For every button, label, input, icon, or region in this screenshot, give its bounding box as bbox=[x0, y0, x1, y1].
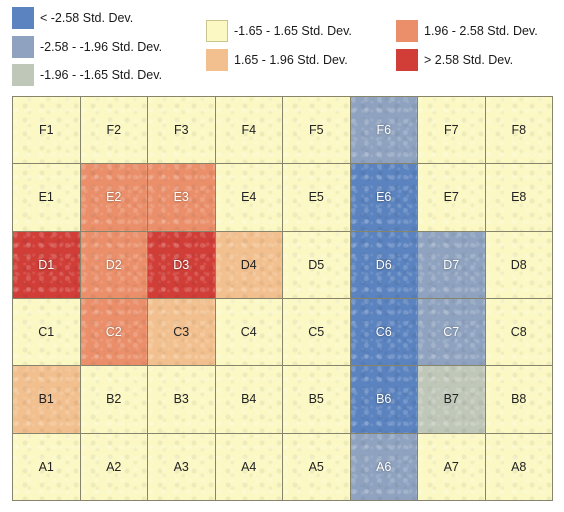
grid-cell-b1[interactable]: B1 bbox=[13, 366, 80, 433]
legend-swatch bbox=[396, 20, 418, 42]
hotspot-grid-map: F1 F2 F3 F4 F5 F6 F7 F8 E1 E2 E3 E4 E5 E6 E7 E8 D1 D2 D3 D4… bbox=[12, 96, 553, 501]
grid-cell-e8[interactable]: E8 bbox=[485, 164, 552, 231]
grid-cell-f7[interactable]: F7 bbox=[418, 97, 485, 164]
legend-swatch bbox=[12, 7, 34, 29]
grid-cell-a6[interactable]: A6 bbox=[350, 433, 417, 500]
grid-cell-a3[interactable]: A3 bbox=[148, 433, 215, 500]
grid-cell-c5[interactable]: C5 bbox=[283, 299, 350, 366]
legend-swatch bbox=[206, 20, 228, 42]
grid-cell-f3[interactable]: F3 bbox=[148, 97, 215, 164]
grid-cell-d7[interactable]: D7 bbox=[418, 231, 485, 298]
grid-cell-f5[interactable]: F5 bbox=[283, 97, 350, 164]
grid-cell-a2[interactable]: A2 bbox=[80, 433, 147, 500]
grid-cell-d1[interactable]: D1 bbox=[13, 231, 80, 298]
legend-label: -1.96 - -1.65 Std. Dev. bbox=[40, 68, 163, 82]
grid-cell-d6[interactable]: D6 bbox=[350, 231, 417, 298]
legend-item-above-2-58: > 2.58 Std. Dev. bbox=[396, 49, 513, 71]
grid-cell-b7[interactable]: B7 bbox=[418, 366, 485, 433]
grid-cell-a4[interactable]: A4 bbox=[215, 433, 282, 500]
grid-cell-f1[interactable]: F1 bbox=[13, 97, 80, 164]
legend-label: 1.65 - 1.96 Std. Dev. bbox=[234, 53, 348, 67]
grid-cell-a1[interactable]: A1 bbox=[13, 433, 80, 500]
legend-label: > 2.58 Std. Dev. bbox=[424, 53, 514, 67]
grid-cell-e5[interactable]: E5 bbox=[283, 164, 350, 231]
legend-swatch bbox=[12, 64, 34, 86]
grid-cell-b4[interactable]: B4 bbox=[215, 366, 282, 433]
legend-item-below-2-58: < -2.58 Std. Dev. bbox=[12, 7, 133, 29]
grid-cell-e7[interactable]: E7 bbox=[418, 164, 485, 231]
grid-cell-c8[interactable]: C8 bbox=[485, 299, 552, 366]
legend-item-neutral: -1.65 - 1.65 Std. Dev. bbox=[206, 20, 352, 42]
grid-cell-f2[interactable]: F2 bbox=[80, 97, 147, 164]
grid-cell-c1[interactable]: C1 bbox=[13, 299, 80, 366]
grid-cell-e4[interactable]: E4 bbox=[215, 164, 282, 231]
grid-cell-b8[interactable]: B8 bbox=[485, 366, 552, 433]
legend-swatch bbox=[206, 49, 228, 71]
legend-item-1-96-to-2-58: 1.96 - 2.58 Std. Dev. bbox=[396, 20, 538, 42]
grid-cell-f6[interactable]: F6 bbox=[350, 97, 417, 164]
legend-label: 1.96 - 2.58 Std. Dev. bbox=[424, 24, 538, 38]
grid-cell-d8[interactable]: D8 bbox=[485, 231, 552, 298]
grid-cell-d4[interactable]: D4 bbox=[215, 231, 282, 298]
legend-label: -2.58 - -1.96 Std. Dev. bbox=[40, 40, 163, 54]
grid-cell-b6[interactable]: B6 bbox=[350, 366, 417, 433]
grid-cell-c2[interactable]: C2 bbox=[80, 299, 147, 366]
grid-cell-d5[interactable]: D5 bbox=[283, 231, 350, 298]
grid-cell-e1[interactable]: E1 bbox=[13, 164, 80, 231]
legend-label: < -2.58 Std. Dev. bbox=[40, 11, 134, 25]
grid-cell-a8[interactable]: A8 bbox=[485, 433, 552, 500]
grid-cell-d2[interactable]: D2 bbox=[80, 231, 147, 298]
grid-cell-b5[interactable]: B5 bbox=[283, 366, 350, 433]
legend-swatch bbox=[12, 36, 34, 58]
grid-cell-e3[interactable]: E3 bbox=[148, 164, 215, 231]
grid-cell-c6[interactable]: C6 bbox=[350, 299, 417, 366]
grid-cell-d3[interactable]: D3 bbox=[148, 231, 215, 298]
grid-cell-a7[interactable]: A7 bbox=[418, 433, 485, 500]
legend-item-1-96-to-1-65-neg: -1.96 - -1.65 Std. Dev. bbox=[12, 64, 162, 86]
legend-item-1-65-to-1-96: 1.65 - 1.96 Std. Dev. bbox=[206, 49, 348, 71]
grid-cell-c4[interactable]: C4 bbox=[215, 299, 282, 366]
grid-cell-e6[interactable]: E6 bbox=[350, 164, 417, 231]
grid-cell-f4[interactable]: F4 bbox=[215, 97, 282, 164]
legend-swatch bbox=[396, 49, 418, 71]
grid-cell-b2[interactable]: B2 bbox=[80, 366, 147, 433]
legend-label: -1.65 - 1.65 Std. Dev. bbox=[234, 24, 352, 38]
grid-cell-a5[interactable]: A5 bbox=[283, 433, 350, 500]
grid-cell-b3[interactable]: B3 bbox=[148, 366, 215, 433]
grid-cell-e2[interactable]: E2 bbox=[80, 164, 147, 231]
grid-cell-c3[interactable]: C3 bbox=[148, 299, 215, 366]
grid-cell-f8[interactable]: F8 bbox=[485, 97, 552, 164]
grid-cell-c7[interactable]: C7 bbox=[418, 299, 485, 366]
legend-item-2-58-to-1-96-neg: -2.58 - -1.96 Std. Dev. bbox=[12, 36, 162, 58]
